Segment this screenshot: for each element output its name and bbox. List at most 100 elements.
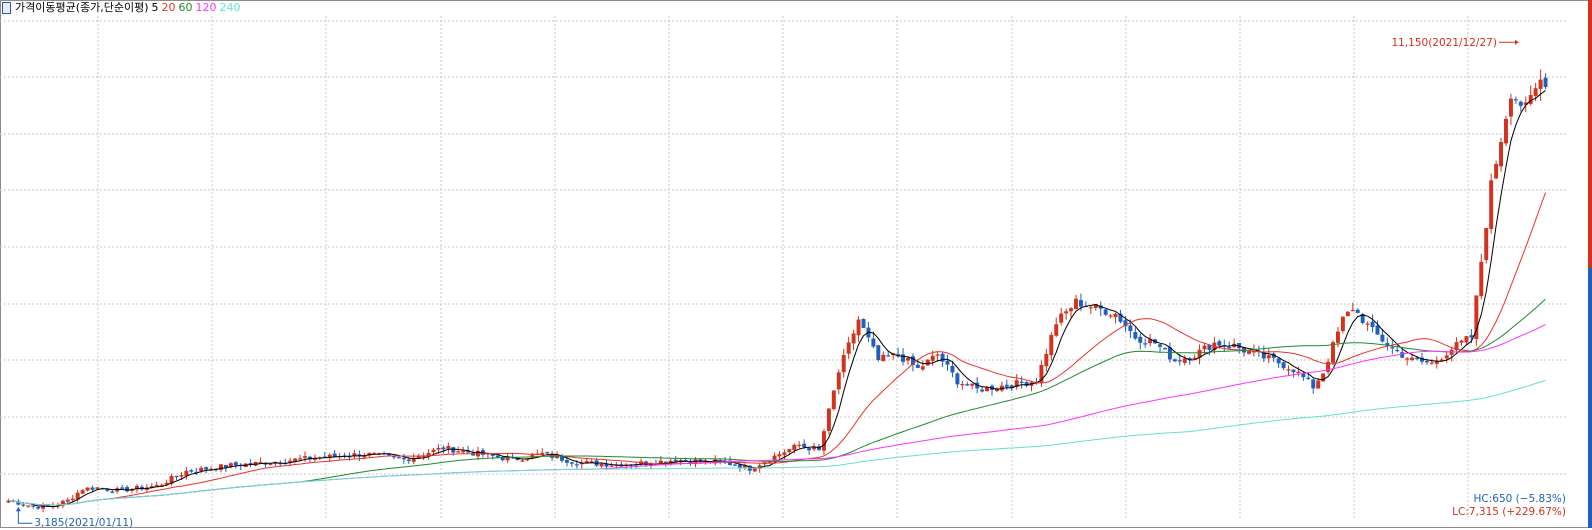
- hc-stat: HC:650 (−5.83%): [1473, 493, 1567, 505]
- candle-body: [841, 355, 846, 373]
- candle-body: [1528, 95, 1533, 104]
- candle-body: [1172, 359, 1177, 362]
- candle-body: [233, 462, 238, 466]
- candle-body: [411, 457, 416, 462]
- candle-body: [520, 460, 525, 462]
- candle-body: [876, 345, 881, 361]
- legend-toggle-icon[interactable]: [2, 2, 11, 14]
- candle-body: [910, 356, 915, 366]
- candle-body: [347, 456, 352, 458]
- candle-body: [327, 454, 332, 458]
- candle-body: [965, 384, 970, 386]
- candle-body: [1474, 295, 1479, 339]
- candle-body: [1424, 360, 1429, 363]
- candle-body: [332, 453, 337, 457]
- candle-body: [1182, 358, 1187, 363]
- candle-body: [387, 453, 392, 456]
- candle-body: [609, 465, 614, 467]
- candle-body: [134, 485, 139, 490]
- candle-body: [777, 454, 782, 457]
- candle-body: [515, 457, 520, 461]
- candle-body: [367, 452, 372, 456]
- candle-body: [1108, 315, 1113, 317]
- candle-body: [1281, 362, 1286, 369]
- candle-body: [733, 464, 737, 466]
- candle-body: [391, 456, 396, 458]
- candle-body: [80, 490, 85, 494]
- legend-ma-20: 20: [161, 1, 176, 14]
- candle-body: [782, 452, 787, 456]
- candle-body: [742, 465, 747, 468]
- candle-body: [70, 498, 75, 501]
- candle-body: [16, 501, 21, 505]
- candle-body: [1410, 357, 1415, 361]
- candle-body: [298, 458, 303, 460]
- candle-body: [416, 456, 421, 459]
- candle-body: [693, 459, 698, 465]
- candle-body: [728, 460, 733, 466]
- candle-body: [174, 475, 179, 478]
- candle-body: [1202, 345, 1207, 350]
- low-label: 3,185(2021/01/11): [34, 517, 133, 529]
- candle-body: [540, 452, 545, 455]
- candle-body: [1247, 351, 1251, 354]
- candle-body: [456, 451, 461, 453]
- candle-body: [985, 386, 990, 392]
- candle-body: [1286, 369, 1291, 371]
- high-marker-arrow: [1514, 39, 1519, 45]
- candle-body: [1415, 357, 1420, 360]
- candle-body: [688, 461, 693, 464]
- candle-body: [945, 360, 950, 365]
- candle-body: [1148, 339, 1153, 344]
- candle-body: [258, 462, 263, 464]
- candle-body: [41, 505, 46, 509]
- candle-body: [1069, 308, 1074, 312]
- candle-body: [357, 454, 362, 457]
- candle-body: [466, 450, 471, 453]
- candle-body: [490, 454, 495, 456]
- candle-body: [915, 364, 920, 368]
- candle-body: [1533, 88, 1538, 96]
- candle-body: [525, 458, 530, 461]
- candle-body: [1266, 355, 1271, 359]
- candle-body: [446, 445, 451, 449]
- candle-body: [36, 507, 41, 509]
- candle-body: [545, 452, 550, 454]
- candle-body: [925, 359, 930, 366]
- candle-body: [1385, 342, 1390, 346]
- legend-ma-5: 5: [151, 1, 159, 14]
- candle-body: [1360, 314, 1365, 323]
- candle-body: [1340, 316, 1345, 332]
- candle-body: [303, 456, 307, 458]
- candle-body: [85, 487, 90, 491]
- candle-body: [881, 354, 886, 362]
- candle-body: [589, 461, 594, 463]
- candle-body: [115, 488, 120, 492]
- candle-body: [1504, 118, 1508, 144]
- candle-body: [920, 366, 925, 370]
- candle-body: [1227, 347, 1232, 349]
- high-label: 11,150(2021/12/27): [1391, 37, 1496, 49]
- chart-legend: 가격이동평균(종가,단순이평) 5 20 60 120 240: [2, 1, 241, 15]
- candle-body: [871, 338, 876, 347]
- candle-body: [1350, 310, 1355, 312]
- candle-body: [821, 431, 826, 451]
- candle-body: [1143, 343, 1148, 345]
- candle-body: [1049, 334, 1054, 356]
- candle-body: [75, 492, 80, 500]
- candle-body: [184, 471, 189, 477]
- candle-body: [164, 482, 169, 485]
- candle-body: [169, 475, 174, 484]
- candle-body: [994, 388, 999, 391]
- candle-body: [861, 318, 866, 328]
- candle-body: [219, 464, 223, 471]
- candle-body: [564, 460, 569, 463]
- candle-body: [1291, 369, 1296, 373]
- candle-body: [352, 453, 357, 457]
- candle-body: [846, 342, 851, 354]
- candle-body: [1064, 311, 1069, 314]
- candle-body: [189, 470, 194, 472]
- legend-ma-60: 60: [178, 1, 193, 14]
- candle-body: [223, 464, 228, 468]
